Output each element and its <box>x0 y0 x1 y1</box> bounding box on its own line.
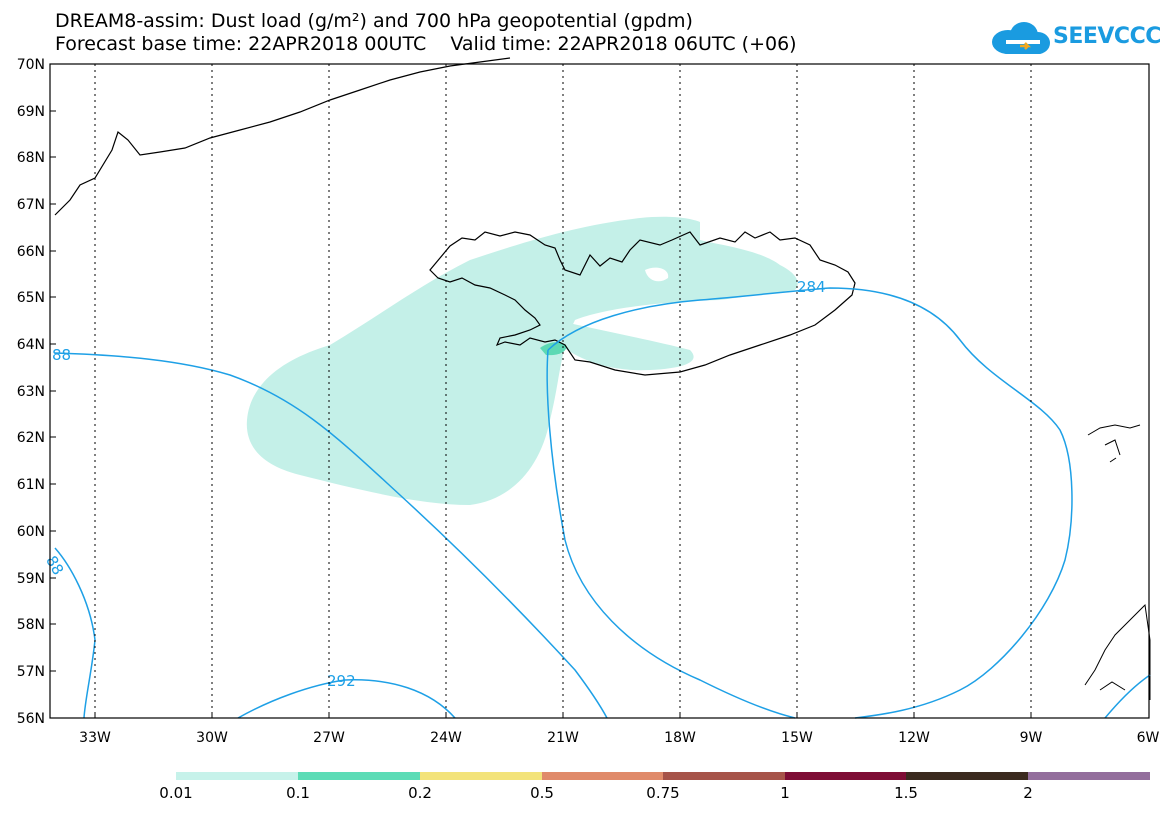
dust-area-mid <box>540 342 567 356</box>
contour-label: 88 <box>42 553 67 579</box>
lon-label: 30W <box>196 730 228 746</box>
iceland-coastline <box>429 231 856 376</box>
dust-gap <box>675 320 801 351</box>
colorbar-label: 0.75 <box>646 784 680 802</box>
colorbar-label: 0.2 <box>408 784 432 802</box>
lat-label: 69N <box>17 104 45 120</box>
lat-axis: 70N 69N 68N 67N 66N 65N 64N 63N 62N 61N … <box>17 57 56 727</box>
lat-label: 64N <box>17 337 45 353</box>
colorbar-segment <box>176 772 298 780</box>
colorbar-label: 1.5 <box>894 784 918 802</box>
colorbar-label: 0.5 <box>530 784 554 802</box>
lon-label: 18W <box>664 730 696 746</box>
colorbar-segment <box>298 772 420 780</box>
lon-label: 33W <box>79 730 111 746</box>
colorbar-segment <box>1028 772 1150 780</box>
contour-292 <box>237 679 456 719</box>
colorbar-label: 0.01 <box>159 784 193 802</box>
contour-label: 292 <box>327 672 356 690</box>
lat-label: 63N <box>17 384 45 400</box>
contour-288-sw <box>54 547 96 719</box>
geopotential-contours <box>54 287 1151 719</box>
forecast-time-line: Forecast base time: 22APR2018 00UTC Vali… <box>55 33 797 55</box>
lon-axis: 33W 30W 27W 24W 21W 18W 15W 12W 9W 6W <box>79 712 1160 746</box>
colorbar-label: 0.1 <box>286 784 310 802</box>
cloud-icon <box>992 22 1050 54</box>
contour-se <box>1104 674 1151 719</box>
lat-label: 57N <box>17 664 45 680</box>
lon-label: 15W <box>781 730 813 746</box>
lon-label: 27W <box>313 730 345 746</box>
lat-label: 60N <box>17 524 45 540</box>
faroe-coastline <box>1087 424 1141 463</box>
seevccc-logo <box>992 22 1050 54</box>
colorbar <box>176 772 1150 780</box>
lat-label: 62N <box>17 430 45 446</box>
lon-label: 21W <box>547 730 579 746</box>
colorbar-segment <box>663 772 785 780</box>
colorbar-segment <box>420 772 542 780</box>
logo-text: SEEVCCC <box>1053 24 1161 49</box>
lon-label: 9W <box>1020 730 1043 746</box>
colorbar-label: 2 <box>1023 784 1033 802</box>
colorbar-segment <box>785 772 906 780</box>
dust-area-light <box>246 216 798 505</box>
scotland-coastline <box>1084 603 1151 700</box>
lat-label: 67N <box>17 197 45 213</box>
map-title: DREAM8-assim: Dust load (g/m²) and 700 h… <box>55 10 693 32</box>
lat-label: 59N <box>17 571 45 587</box>
dust-area-light <box>555 320 694 371</box>
colorbar-segment <box>542 772 663 780</box>
lat-label: 56N <box>17 711 45 727</box>
grid-lines <box>94 64 1032 718</box>
contour-284-west <box>546 349 796 719</box>
lat-label: 61N <box>17 477 45 493</box>
lon-label: 12W <box>898 730 930 746</box>
lat-label: 66N <box>17 244 45 260</box>
dust-gap <box>645 267 669 282</box>
greenland-coastline <box>54 57 511 216</box>
contour-288 <box>54 352 608 719</box>
lat-label: 58N <box>17 617 45 633</box>
lon-label: 6W <box>1137 730 1160 746</box>
colorbar-segment <box>906 772 1028 780</box>
map-frame <box>49 63 1150 719</box>
contour-284 <box>547 287 1073 719</box>
contour-label: 284 <box>797 278 826 296</box>
contour-label: 88 <box>52 346 71 364</box>
lat-label: 70N <box>17 57 45 73</box>
lat-label: 68N <box>17 150 45 166</box>
lat-label: 65N <box>17 290 45 306</box>
colorbar-label: 1 <box>780 784 790 802</box>
lon-label: 24W <box>430 730 462 746</box>
